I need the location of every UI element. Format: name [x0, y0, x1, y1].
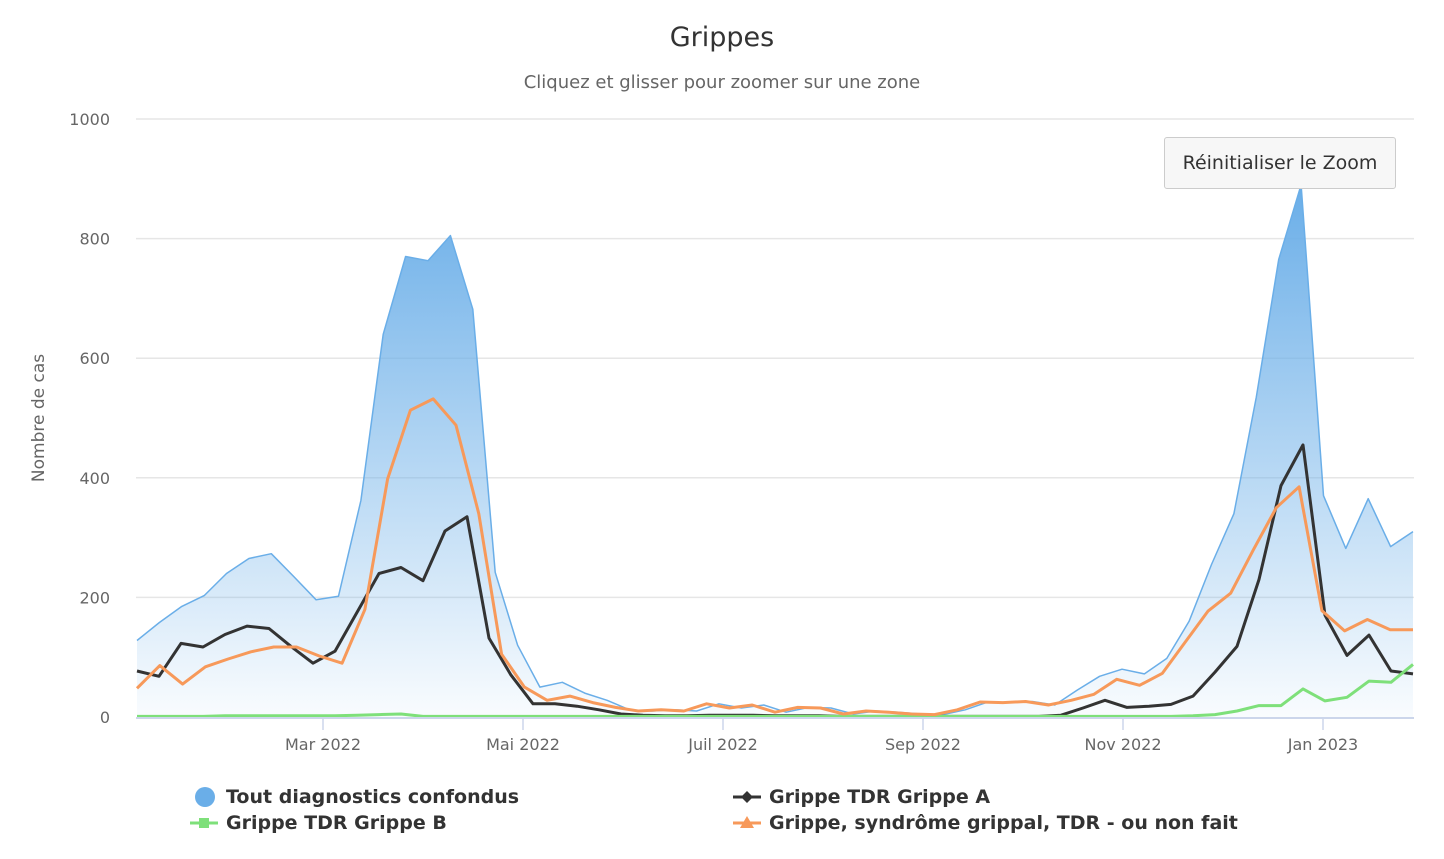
svg-text:1000: 1000: [69, 110, 110, 129]
svg-text:Mai 2022: Mai 2022: [486, 735, 560, 754]
x-axis-ticks: Mar 2022 Mai 2022 Juil 2022 Sep 2022 Nov 202…: [285, 718, 1358, 754]
square-marker-icon: [190, 818, 218, 828]
svg-text:400: 400: [79, 469, 110, 488]
svg-text:Juil 2022: Juil 2022: [687, 735, 758, 754]
y-axis-ticks: 0 200 400 600 800 1000: [69, 110, 110, 727]
legend-label: Grippe TDR Grippe A: [769, 786, 991, 808]
svg-text:Sep 2022: Sep 2022: [885, 735, 961, 754]
svg-text:600: 600: [79, 349, 110, 368]
area-all-diagnostics: [137, 184, 1413, 718]
legend-label: Tout diagnostics confondus: [226, 786, 520, 808]
reset-zoom-button[interactable]: Réinitialiser le Zoom: [1164, 137, 1396, 189]
svg-text:Nov 2022: Nov 2022: [1084, 735, 1161, 754]
chart-subtitle: Cliquez et glisser pour zoomer sur une z…: [523, 72, 921, 93]
legend-label: Grippe, syndrôme grippal, TDR - ou non f…: [769, 812, 1238, 834]
svg-text:Jan 2023: Jan 2023: [1287, 735, 1358, 754]
y-axis-label: Nombre de cas: [29, 354, 49, 482]
chart-title: Grippes: [669, 22, 775, 53]
legend: Tout diagnostics confondus Grippe TDR Gr…: [0, 784, 1444, 844]
series-line-2[interactable]: [137, 663, 1414, 718]
legend-item-grippe-a[interactable]: Grippe TDR Grippe A: [733, 786, 990, 808]
svg-text:0: 0: [100, 708, 110, 727]
legend-label: Grippe TDR Grippe B: [226, 812, 447, 834]
diamond-marker-icon: [733, 791, 761, 803]
series-group: [135, 184, 1414, 718]
svg-text:800: 800: [79, 230, 110, 249]
series-line-0[interactable]: [136, 184, 1414, 716]
plot-area[interactable]: 0 200 400 600 800 1000 Nombre de cas Mar 2022…: [0, 0, 1444, 780]
triangle-marker-icon: [733, 816, 761, 828]
series-line-3[interactable]: [135, 397, 1413, 717]
svg-text:200: 200: [79, 588, 110, 607]
legend-item-all-diagnostics[interactable]: Tout diagnostics confondus: [192, 786, 519, 808]
legend-item-grippe-b[interactable]: Grippe TDR Grippe B: [190, 812, 447, 834]
circle-marker-icon: [195, 787, 215, 807]
legend-item-syndrome-grippal[interactable]: Grippe, syndrôme grippal, TDR - ou non f…: [733, 812, 1238, 834]
grid-lines: [136, 118, 1414, 599]
svg-text:Mar 2022: Mar 2022: [285, 735, 361, 754]
